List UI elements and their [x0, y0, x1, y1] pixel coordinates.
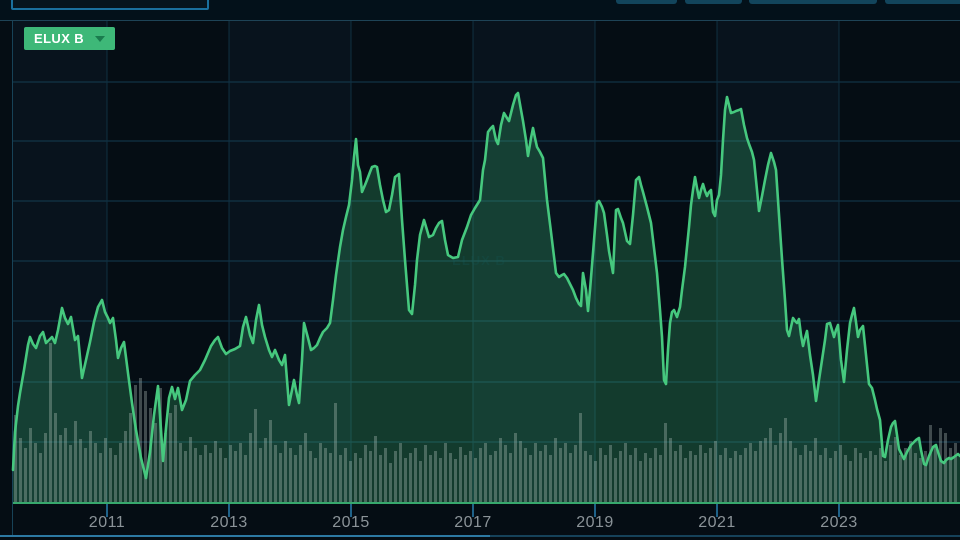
x-axis-tick: [594, 504, 596, 517]
x-axis-tick: [350, 504, 352, 517]
chevron-down-icon: [95, 35, 106, 42]
top-toolbar-button[interactable]: [616, 0, 677, 4]
search-input[interactable]: [11, 0, 209, 10]
top-toolbar-button[interactable]: [685, 0, 742, 4]
x-axis-tick: [838, 504, 840, 517]
x-axis-tick: [472, 504, 474, 517]
chart-left-axis-line: [12, 20, 13, 535]
top-toolbar-button[interactable]: [885, 0, 960, 4]
x-axis: 2011 2013 2015 2017 2019 2021 2023: [0, 504, 960, 535]
x-axis-label: 2017: [454, 514, 492, 531]
timeline-scrollbar-thumb: [0, 535, 490, 537]
x-axis-label: 2019: [576, 514, 614, 531]
x-axis-label: 2023: [820, 514, 858, 531]
timeline-scrollbar[interactable]: [0, 535, 960, 537]
x-axis-tick: [716, 504, 718, 517]
x-axis-label: 2011: [88, 514, 126, 531]
symbol-dropdown-button[interactable]: ELUX B: [24, 27, 116, 50]
top-toolbar: [0, 0, 960, 21]
x-axis-label: 2015: [332, 514, 370, 531]
x-axis-tick: [106, 504, 108, 517]
symbol-dropdown-label: ELUX B: [34, 31, 85, 46]
x-axis-tick: [228, 504, 230, 517]
top-toolbar-button[interactable]: [749, 0, 877, 4]
x-axis-label: 2013: [210, 514, 248, 531]
x-axis-label: 2021: [698, 514, 736, 531]
